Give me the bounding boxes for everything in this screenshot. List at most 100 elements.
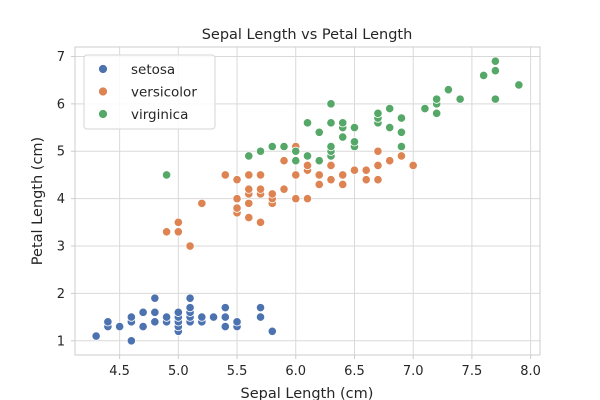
x-tick-label: 6.5 [344, 364, 365, 379]
x-tick-label: 6.0 [285, 364, 306, 379]
versicolor-point [373, 175, 383, 185]
virginica-point [455, 94, 465, 104]
virginica-point [326, 118, 336, 128]
setosa-point [197, 312, 207, 322]
virginica-point [314, 127, 324, 137]
chart-title: Sepal Length vs Petal Length [202, 27, 413, 43]
virginica-point [396, 141, 407, 152]
legend-label-versicolor: versicolor [131, 85, 197, 101]
virginica-point [338, 132, 348, 142]
y-tick-label: 1 [57, 334, 65, 349]
versicolor-point [302, 160, 313, 171]
virginica-point [432, 94, 442, 104]
setosa-point [267, 326, 277, 336]
x-tick-label: 7.0 [403, 364, 424, 379]
virginica-point [490, 66, 500, 76]
x-tick-label: 5.0 [168, 364, 189, 379]
versicolor-point [349, 165, 360, 175]
versicolor-point [291, 194, 301, 204]
versicolor-point [326, 175, 336, 185]
legend-label-setosa: setosa [131, 62, 175, 78]
virginica-point [385, 104, 395, 114]
setosa-point [173, 307, 183, 317]
y-tick-label: 2 [57, 287, 65, 302]
y-tick-label: 3 [57, 240, 65, 255]
virginica-point [420, 104, 430, 114]
virginica-point [244, 151, 254, 161]
setosa-point [126, 336, 136, 346]
versicolor-point [373, 160, 383, 171]
versicolor-point [197, 198, 207, 208]
setosa-point [91, 331, 101, 341]
versicolor-point [173, 217, 183, 227]
virginica-point [396, 127, 407, 137]
versicolor-point [302, 194, 313, 204]
virginica-point [490, 94, 500, 104]
versicolor-point [373, 146, 383, 156]
virginica-point [161, 170, 172, 180]
versicolor-point [255, 217, 266, 227]
setosa-point [185, 303, 195, 313]
versicolor-point [232, 175, 242, 185]
setosa-point [208, 312, 219, 322]
versicolor-point [279, 156, 289, 166]
versicolor-point [161, 227, 172, 237]
series-setosa [91, 293, 277, 346]
grid-layer [75, 47, 540, 355]
setosa-point [255, 312, 266, 322]
virginica-point [514, 80, 524, 90]
legend-marker-virginica [98, 109, 108, 119]
setosa-point [103, 317, 113, 327]
virginica-point [314, 156, 324, 166]
virginica-point [255, 146, 266, 156]
x-tick-label: 4.5 [109, 364, 130, 379]
series-virginica [161, 56, 524, 180]
virginica-point [326, 141, 336, 152]
virginica-point [291, 156, 301, 166]
versicolor-point [244, 170, 254, 180]
x-tick-label: 7.5 [462, 364, 483, 379]
versicolor-point [338, 179, 348, 190]
versicolor-point [232, 203, 242, 213]
setosa-point [150, 293, 160, 303]
versicolor-point [185, 241, 195, 251]
setosa-point [115, 321, 125, 332]
versicolor-point [220, 170, 230, 180]
setosa-point [185, 293, 195, 303]
legend-marker-setosa [98, 64, 108, 74]
virginica-point [385, 122, 395, 133]
virginica-point [349, 137, 360, 147]
versicolor-point [385, 156, 395, 166]
versicolor-point [173, 227, 183, 237]
versicolor-point [267, 189, 277, 199]
versicolor-point [361, 175, 371, 185]
y-tick-label: 5 [57, 145, 65, 160]
virginica-point [326, 99, 336, 109]
virginica-point [349, 122, 360, 133]
plot-frame [74, 46, 541, 356]
legend-marker-versicolor [98, 86, 108, 97]
setosa-point [220, 303, 230, 313]
virginica-point [302, 118, 313, 128]
virginica-point [373, 108, 383, 118]
virginica-point [291, 146, 301, 156]
versicolor-point [396, 151, 407, 161]
setosa-point [138, 307, 148, 317]
x-axis-label: Sepal Length (cm) [241, 386, 374, 400]
versicolor-point [244, 184, 254, 194]
legend: setosa versicolor virginica [83, 54, 216, 130]
setosa-point [232, 317, 242, 327]
y-tick-label: 4 [57, 192, 65, 207]
setosa-point [161, 312, 172, 322]
points-layer [91, 56, 524, 346]
versicolor-point [255, 170, 266, 180]
versicolor-point [255, 184, 266, 194]
setosa-point [255, 303, 266, 313]
versicolor-point [408, 160, 418, 171]
versicolor-point [244, 212, 254, 223]
virginica-point [302, 151, 313, 161]
versicolor-point [314, 170, 324, 180]
legend-box [83, 54, 216, 130]
versicolor-point [361, 165, 371, 175]
